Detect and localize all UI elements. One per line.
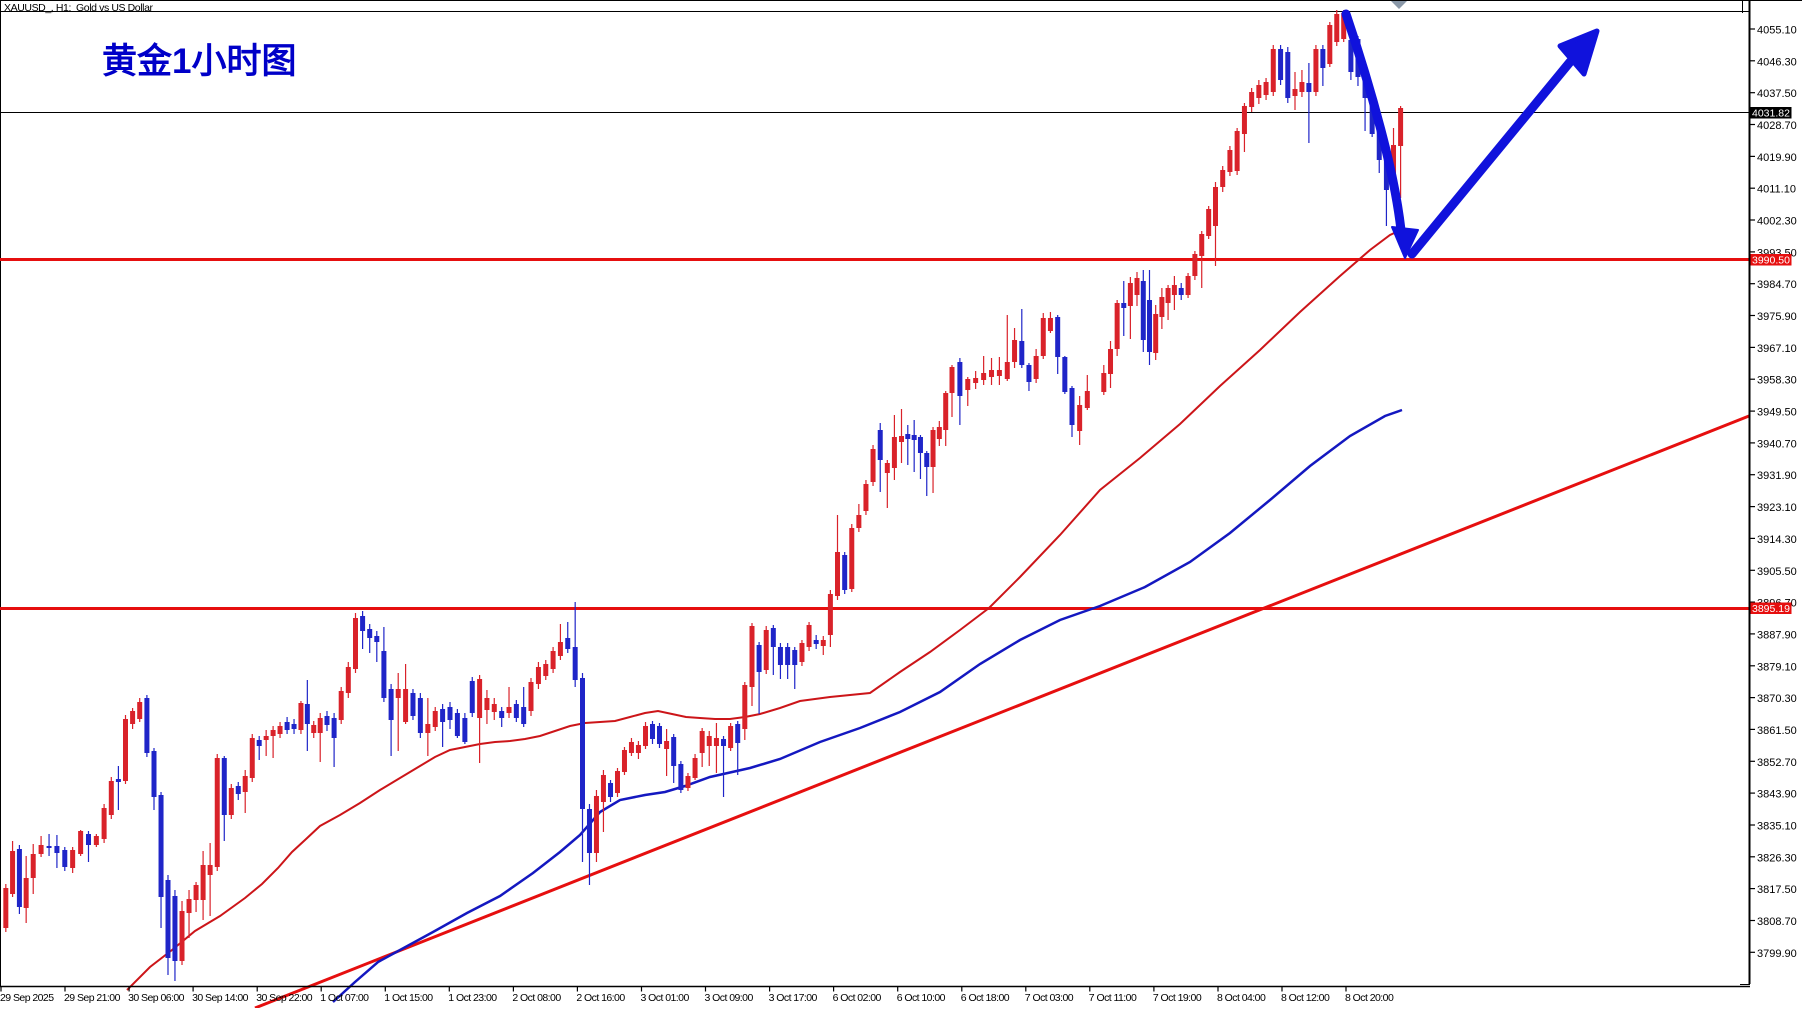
svg-text:6 Oct 18:00: 6 Oct 18:00: [961, 992, 1010, 1004]
svg-text:8 Oct 04:00: 8 Oct 04:00: [1217, 992, 1266, 1004]
svg-text:7 Oct 19:00: 7 Oct 19:00: [1153, 992, 1202, 1004]
svg-text:3990.50: 3990.50: [1752, 255, 1790, 267]
svg-text:3949.50: 3949.50: [1757, 407, 1797, 419]
svg-text:3861.50: 3861.50: [1757, 725, 1797, 737]
svg-text:30 Sep 06:00: 30 Sep 06:00: [128, 992, 185, 1004]
svg-text:1 Oct 23:00: 1 Oct 23:00: [448, 992, 497, 1004]
svg-text:2 Oct 08:00: 2 Oct 08:00: [512, 992, 561, 1004]
svg-text:7 Oct 03:00: 7 Oct 03:00: [1025, 992, 1074, 1004]
svg-text:3887.90: 3887.90: [1757, 629, 1797, 641]
svg-text:30 Sep 14:00: 30 Sep 14:00: [192, 992, 249, 1004]
svg-text:6 Oct 02:00: 6 Oct 02:00: [833, 992, 882, 1004]
svg-text:3835.10: 3835.10: [1757, 821, 1797, 833]
svg-text:3931.90: 3931.90: [1757, 470, 1797, 482]
svg-text:3826.30: 3826.30: [1757, 852, 1797, 864]
svg-text:3843.90: 3843.90: [1757, 789, 1797, 801]
svg-text:3 Oct 01:00: 3 Oct 01:00: [641, 992, 690, 1004]
svg-text:XAUUSD_, H1: Gold vs US Dolla: XAUUSD_, H1: Gold vs US Dollar: [4, 2, 154, 14]
svg-text:30 Sep 22:00: 30 Sep 22:00: [256, 992, 313, 1004]
svg-text:3852.70: 3852.70: [1757, 757, 1797, 769]
svg-text:3 Oct 09:00: 3 Oct 09:00: [705, 992, 754, 1004]
svg-text:3940.70: 3940.70: [1757, 438, 1797, 450]
svg-text:4002.30: 4002.30: [1757, 216, 1797, 228]
svg-text:3895.19: 3895.19: [1752, 603, 1790, 615]
svg-text:1 Oct 07:00: 1 Oct 07:00: [320, 992, 369, 1004]
svg-text:3799.90: 3799.90: [1757, 948, 1797, 960]
svg-text:2 Oct 16:00: 2 Oct 16:00: [576, 992, 625, 1004]
svg-text:3879.10: 3879.10: [1757, 661, 1797, 673]
svg-text:4031.82: 4031.82: [1752, 108, 1790, 120]
svg-text:4046.30: 4046.30: [1757, 56, 1797, 68]
svg-text:3914.30: 3914.30: [1757, 534, 1797, 546]
svg-text:3905.50: 3905.50: [1757, 566, 1797, 578]
svg-text:3958.30: 3958.30: [1757, 375, 1797, 387]
svg-text:4037.50: 4037.50: [1757, 88, 1797, 100]
svg-text:6 Oct 10:00: 6 Oct 10:00: [897, 992, 946, 1004]
svg-text:4028.70: 4028.70: [1757, 120, 1797, 132]
svg-text:黄金1小时图: 黄金1小时图: [102, 41, 296, 81]
svg-text:29 Sep 21:00: 29 Sep 21:00: [64, 992, 121, 1004]
svg-text:3984.70: 3984.70: [1757, 279, 1797, 291]
svg-text:4011.10: 4011.10: [1757, 184, 1796, 196]
svg-text:1 Oct 15:00: 1 Oct 15:00: [384, 992, 433, 1004]
svg-text:7 Oct 11:00: 7 Oct 11:00: [1089, 992, 1137, 1004]
svg-text:3870.30: 3870.30: [1757, 693, 1797, 705]
svg-text:3975.90: 3975.90: [1757, 311, 1797, 323]
svg-text:8 Oct 12:00: 8 Oct 12:00: [1281, 992, 1330, 1004]
svg-text:4019.90: 4019.90: [1757, 152, 1797, 164]
svg-text:8 Oct 20:00: 8 Oct 20:00: [1345, 992, 1394, 1004]
svg-text:3817.50: 3817.50: [1757, 884, 1797, 896]
svg-text:3 Oct 17:00: 3 Oct 17:00: [769, 992, 818, 1004]
svg-text:29 Sep 2025: 29 Sep 2025: [0, 992, 54, 1004]
svg-text:3923.10: 3923.10: [1757, 502, 1797, 514]
svg-text:4055.10: 4055.10: [1757, 25, 1797, 37]
svg-text:3967.10: 3967.10: [1757, 343, 1797, 355]
svg-text:3808.70: 3808.70: [1757, 916, 1797, 928]
